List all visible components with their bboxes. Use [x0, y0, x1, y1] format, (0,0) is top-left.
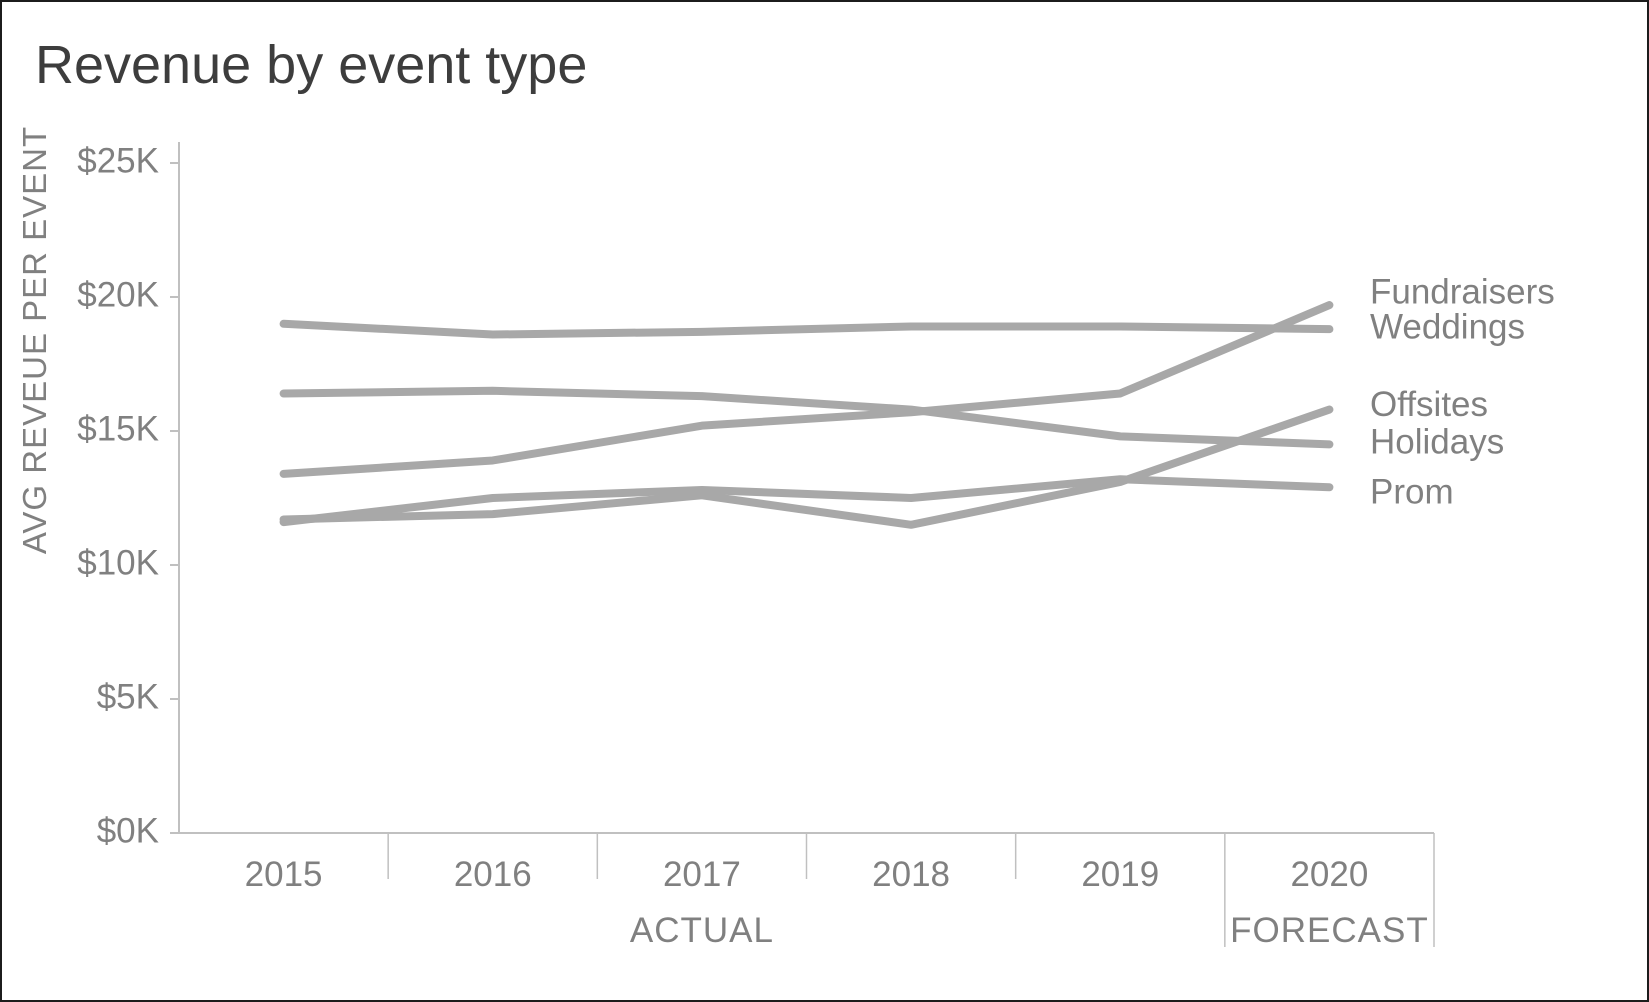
x-label-2015: 2015: [245, 855, 323, 894]
y-axis-title: AVG REVEUE PER EVENT: [16, 126, 53, 554]
series-label-fundraisers: Fundraisers: [1370, 272, 1555, 311]
series-label-holidays: Holidays: [1370, 423, 1504, 462]
x-label-2017: 2017: [663, 855, 741, 894]
series-line-offsites: [279, 405, 1334, 529]
x-label-2018: 2018: [872, 855, 950, 894]
y-tick-label-$25K: $25K: [77, 141, 159, 180]
series-label-offsites: Offsites: [1370, 385, 1488, 424]
y-tick-label-$20K: $20K: [77, 275, 159, 314]
chart-title: Revenue by event type: [35, 35, 587, 95]
x-label-2016: 2016: [454, 855, 532, 894]
series-line-fundraisers: [279, 301, 1334, 478]
y-tick-label-$5K: $5K: [97, 677, 159, 716]
x-label-2019: 2019: [1081, 855, 1159, 894]
series-label-weddings: Weddings: [1370, 307, 1525, 346]
x-label-2020: 2020: [1290, 855, 1368, 894]
series-line-prom: [279, 475, 1334, 527]
x-group-label-actual: ACTUAL: [630, 911, 774, 950]
plot-area: $0K $5K $10K $15K $20K $25K 2015 2016 2017 2018 20…: [77, 141, 1555, 950]
y-tick-label-$15K: $15K: [77, 409, 159, 448]
series-line-holidays: [279, 386, 1334, 449]
series-label-prom: Prom: [1370, 473, 1454, 512]
y-tick-label-$10K: $10K: [77, 543, 159, 582]
y-tick-label-$0K: $0K: [97, 811, 159, 850]
x-group-label-forecast: FORECAST: [1230, 911, 1429, 950]
series-line-weddings: [279, 319, 1334, 339]
